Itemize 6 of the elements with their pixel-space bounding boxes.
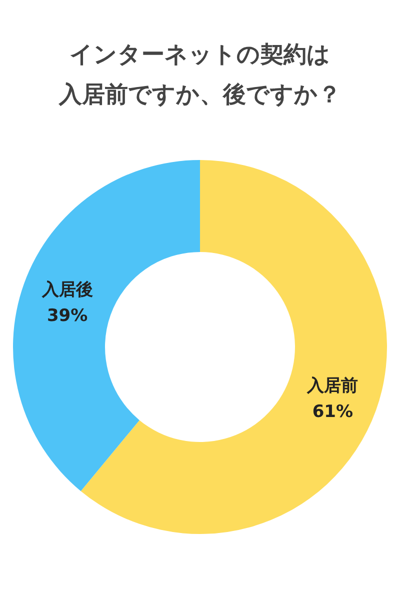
slice-label: 入居前 xyxy=(306,376,358,396)
data-label: 39% xyxy=(46,306,88,326)
chart-title: インターネットの契約は入居前ですか、後ですか？ xyxy=(58,42,341,108)
donut-slice xyxy=(13,160,200,492)
slice-label: 入居後 xyxy=(40,280,93,300)
data-label: 61% xyxy=(312,402,354,422)
